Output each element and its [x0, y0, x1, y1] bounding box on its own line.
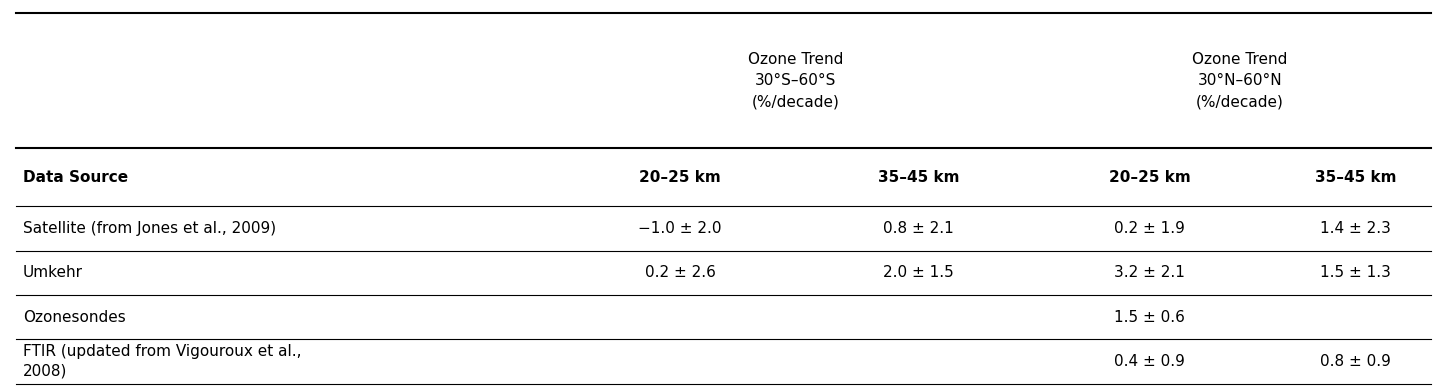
Text: Ozone Trend
30°S–60°S
(%/decade): Ozone Trend 30°S–60°S (%/decade)	[748, 52, 844, 109]
Text: FTIR (updated from Vigouroux et al.,
2008): FTIR (updated from Vigouroux et al., 200…	[23, 344, 301, 379]
Text: 20–25 km: 20–25 km	[1108, 170, 1191, 185]
Text: Ozonesondes: Ozonesondes	[23, 310, 126, 325]
Text: 1.5 ± 1.3: 1.5 ± 1.3	[1320, 265, 1391, 280]
Text: −1.0 ± 2.0: −1.0 ± 2.0	[638, 221, 722, 236]
Text: Satellite (from Jones et al., 2009): Satellite (from Jones et al., 2009)	[23, 221, 276, 236]
Text: 0.8 ± 0.9: 0.8 ± 0.9	[1320, 354, 1391, 369]
Text: 3.2 ± 2.1: 3.2 ± 2.1	[1114, 265, 1185, 280]
Text: 0.8 ± 2.1: 0.8 ± 2.1	[883, 221, 954, 236]
Text: Ozone Trend
30°N–60°N
(%/decade): Ozone Trend 30°N–60°N (%/decade)	[1192, 52, 1288, 109]
Text: Umkehr: Umkehr	[23, 265, 82, 280]
Text: 0.2 ± 2.6: 0.2 ± 2.6	[645, 265, 716, 280]
Text: 0.4 ± 0.9: 0.4 ± 0.9	[1114, 354, 1185, 369]
Text: 20–25 km: 20–25 km	[640, 170, 721, 185]
Text: 35–45 km: 35–45 km	[878, 170, 959, 185]
Text: 1.5 ± 0.6: 1.5 ± 0.6	[1114, 310, 1185, 325]
Text: 1.4 ± 2.3: 1.4 ± 2.3	[1320, 221, 1391, 236]
Text: 2.0 ± 1.5: 2.0 ± 1.5	[883, 265, 954, 280]
Text: 0.2 ± 1.9: 0.2 ± 1.9	[1114, 221, 1185, 236]
Text: Data Source: Data Source	[23, 170, 129, 185]
Text: 35–45 km: 35–45 km	[1314, 170, 1396, 185]
